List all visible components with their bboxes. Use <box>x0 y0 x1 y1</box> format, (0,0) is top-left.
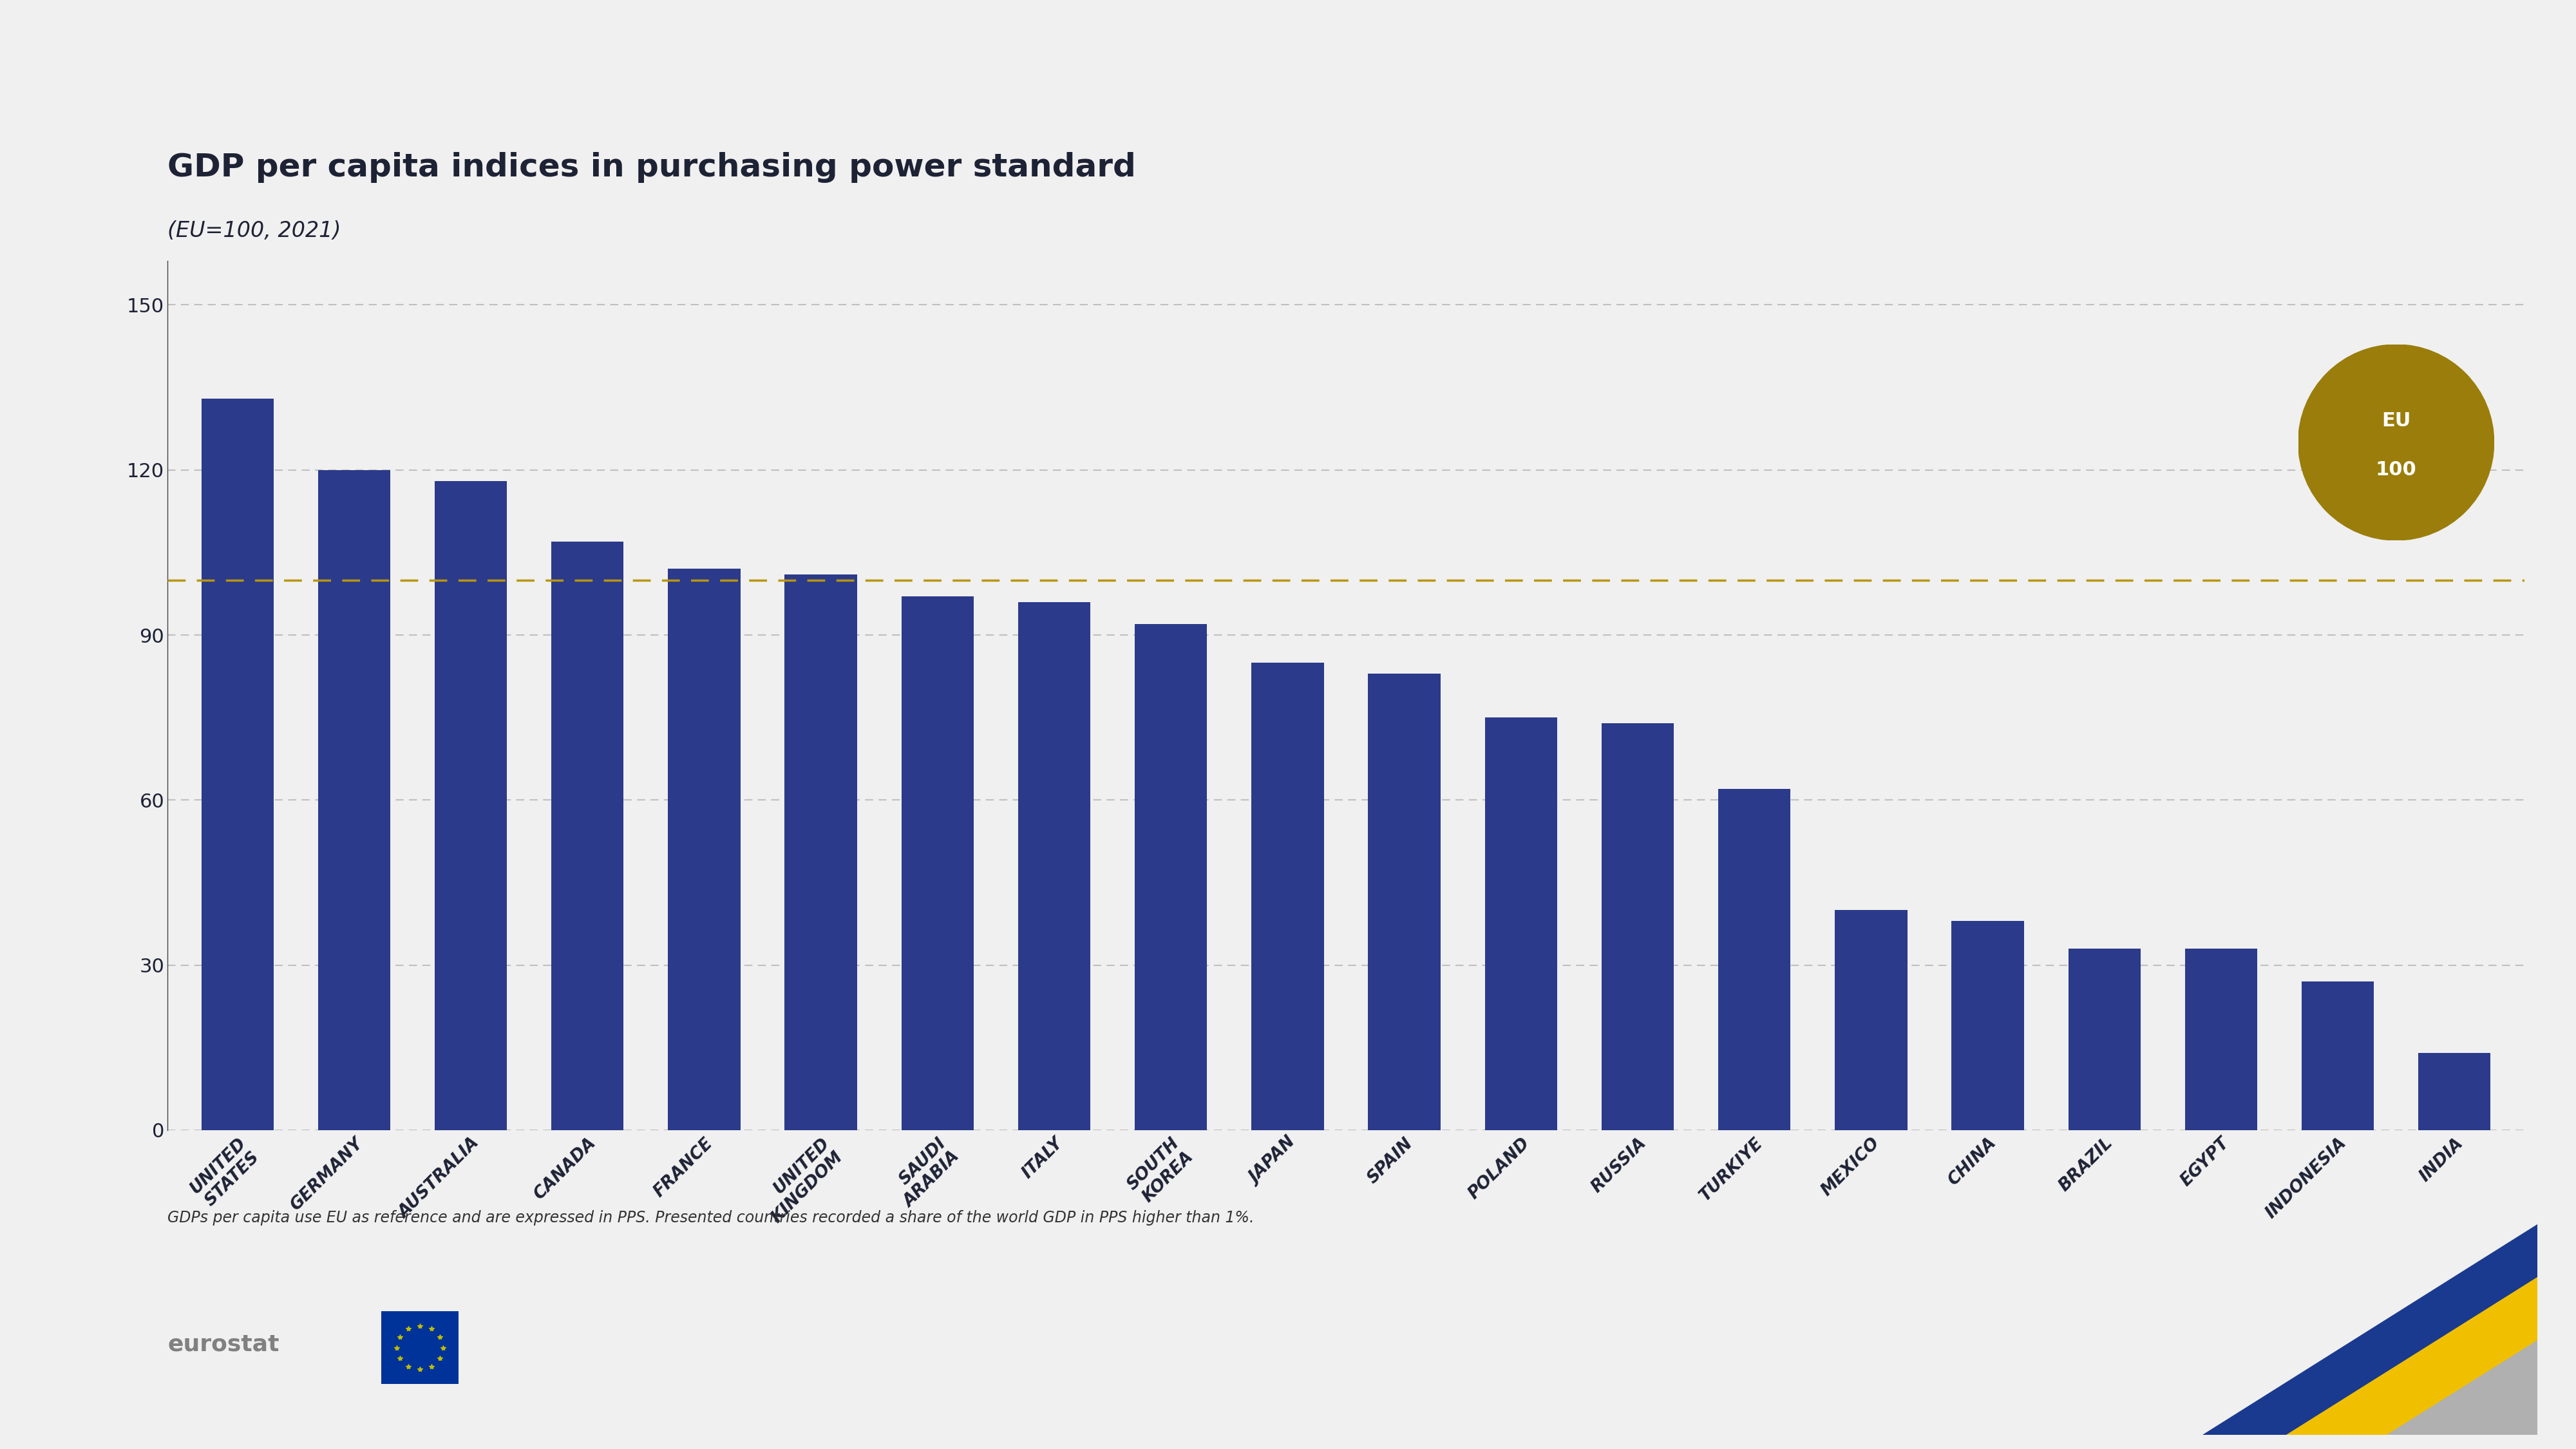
Bar <box>1368 674 1440 1130</box>
Bar <box>1252 662 1324 1130</box>
Bar <box>2300 981 2375 1130</box>
Bar <box>902 597 974 1130</box>
Bar <box>2069 949 2141 1130</box>
Text: 100: 100 <box>2375 461 2416 480</box>
Bar <box>1136 625 1208 1130</box>
Text: GDP per capita indices in purchasing power standard: GDP per capita indices in purchasing pow… <box>167 152 1136 183</box>
Bar <box>2184 949 2257 1130</box>
Bar <box>1018 601 1090 1130</box>
Bar <box>1602 723 1674 1130</box>
Bar <box>435 481 507 1130</box>
Bar <box>667 569 739 1130</box>
Circle shape <box>2298 345 2494 540</box>
Bar <box>1834 910 1906 1130</box>
Bar <box>551 542 623 1130</box>
Polygon shape <box>2287 1277 2537 1435</box>
Text: EU: EU <box>2383 412 2411 430</box>
Bar <box>1953 922 2025 1130</box>
Bar <box>1718 790 1790 1130</box>
Bar <box>317 469 392 1130</box>
Bar <box>1484 717 1556 1130</box>
Bar <box>786 574 858 1130</box>
Bar <box>201 398 273 1130</box>
Text: (EU=100, 2021): (EU=100, 2021) <box>167 220 340 242</box>
Polygon shape <box>2385 1340 2537 1435</box>
Text: GDPs per capita use EU as reference and are expressed in PPS. Presented countrie: GDPs per capita use EU as reference and … <box>167 1210 1255 1226</box>
Bar <box>2419 1053 2491 1130</box>
Polygon shape <box>2202 1224 2537 1435</box>
Text: eurostat: eurostat <box>167 1333 278 1356</box>
